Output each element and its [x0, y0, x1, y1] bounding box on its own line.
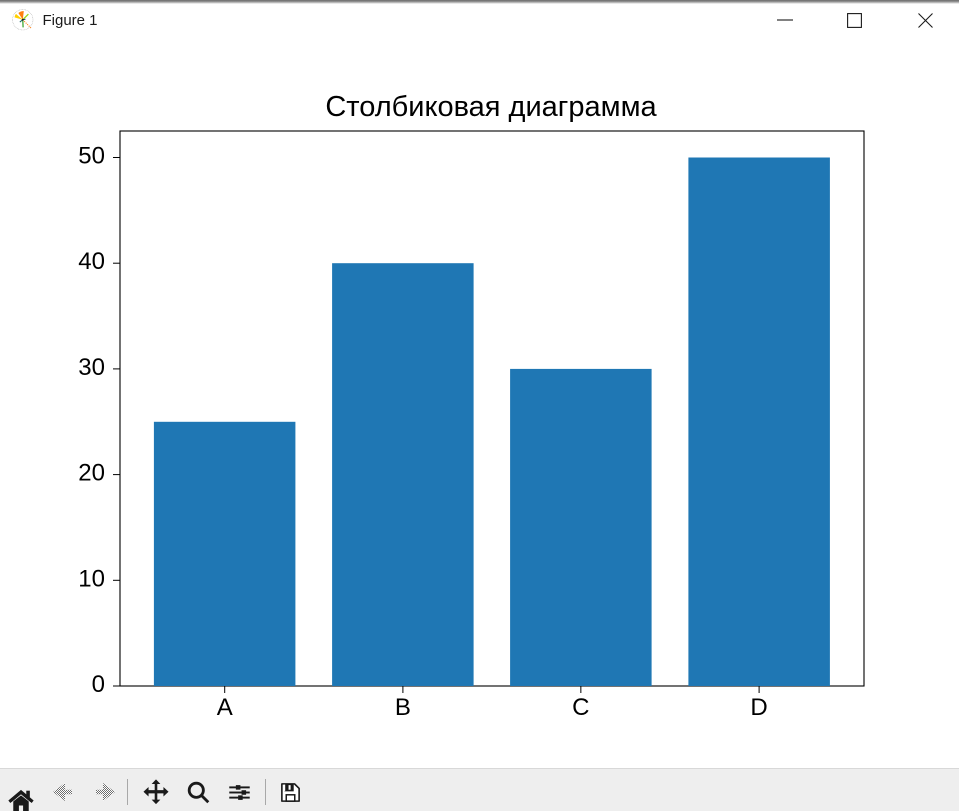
svg-text:0: 0: [92, 671, 105, 698]
svg-text:Столбиковая диаграмма: Столбиковая диаграмма: [325, 91, 657, 123]
svg-text:C: C: [572, 694, 589, 721]
svg-text:50: 50: [78, 143, 105, 170]
svg-text:20: 20: [78, 460, 105, 487]
svg-text:B: B: [395, 694, 411, 721]
svg-text:D: D: [750, 694, 767, 721]
svg-text:A: A: [217, 694, 233, 721]
svg-text:10: 10: [78, 565, 105, 592]
svg-text:40: 40: [78, 248, 105, 275]
svg-text:30: 30: [78, 354, 105, 381]
